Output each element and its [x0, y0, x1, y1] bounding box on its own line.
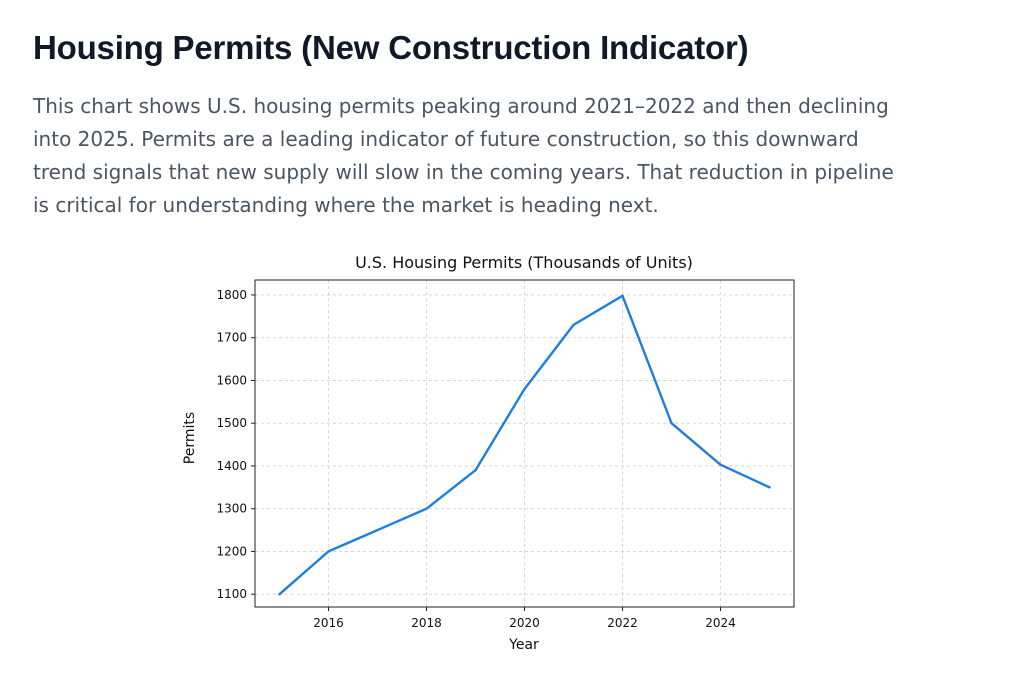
x-axis-label: Year [508, 637, 539, 653]
data-point [523, 387, 526, 391]
data-point [425, 507, 428, 510]
data-point [278, 592, 281, 596]
y-axis-label: Permits [182, 412, 198, 464]
y-tick-label: 1700 [216, 331, 247, 345]
y-tick-label: 1800 [216, 288, 247, 302]
y-tick-label: 1500 [216, 416, 247, 430]
chart-title: U.S. Housing Permits (Thousands of Units… [355, 253, 693, 272]
y-tick-label: 1600 [216, 373, 247, 387]
data-point [474, 469, 477, 472]
x-tick-label: 2018 [411, 616, 442, 630]
data-point [719, 463, 722, 466]
grid-layer [255, 280, 794, 607]
x-tick-label: 2016 [313, 616, 344, 630]
x-tick-label: 2024 [705, 616, 736, 630]
tick-layer: 2016 2018 2020 2022 2024 1100 1200 1300 1400 1500… [216, 288, 735, 630]
data-point [572, 323, 575, 327]
data-point [376, 528, 379, 532]
data-point [621, 294, 624, 298]
y-tick-label: 1100 [216, 587, 247, 601]
y-tick-label: 1300 [216, 502, 247, 516]
data-point [768, 486, 771, 489]
chart-container: U.S. Housing Permits (Thousands of Units… [0, 240, 1024, 681]
y-tick-label: 1400 [216, 459, 247, 473]
line-chart: U.S. Housing Permits (Thousands of Units… [182, 253, 795, 653]
y-tick-label: 1200 [216, 544, 247, 558]
x-tick-label: 2022 [607, 616, 638, 630]
article: Housing Permits (New Construction Indica… [33, 26, 993, 222]
data-point [670, 421, 673, 425]
page-title: Housing Permits (New Construction Indica… [33, 29, 749, 66]
x-tick-label: 2020 [509, 616, 540, 630]
series-layer [278, 294, 771, 596]
data-point [327, 550, 330, 553]
chart-description: This chart shows U.S. housing permits pe… [33, 94, 894, 217]
